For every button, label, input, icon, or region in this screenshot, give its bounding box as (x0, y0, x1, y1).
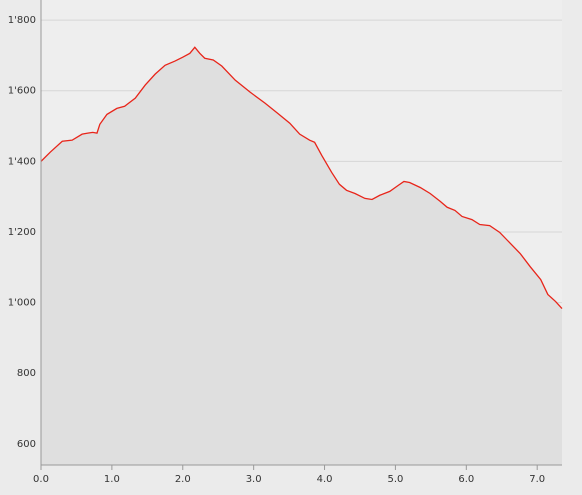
x-tick-label: 5.0 (387, 474, 403, 485)
y-tick-label: 600 (17, 439, 36, 450)
x-tick-label: 7.0 (529, 474, 545, 485)
x-tick-label: 6.0 (458, 474, 474, 485)
x-tick-label: 1.0 (104, 474, 120, 485)
y-tick-label: 1'800 (8, 15, 36, 26)
area (41, 47, 562, 465)
y-tick-label: 1'600 (8, 86, 36, 97)
x-tick-label: 3.0 (246, 474, 262, 485)
x-tick-label: 4.0 (317, 474, 333, 485)
x-tick-label: 2.0 (175, 474, 191, 485)
x-tick-label: 0.0 (33, 474, 49, 485)
y-tick-label: 1'200 (8, 227, 36, 238)
line (40, 46, 563, 310)
y-tick-label: 1'000 (8, 298, 36, 309)
y-tick-label: 800 (17, 368, 36, 379)
y-tick-label: 1'400 (8, 156, 36, 167)
